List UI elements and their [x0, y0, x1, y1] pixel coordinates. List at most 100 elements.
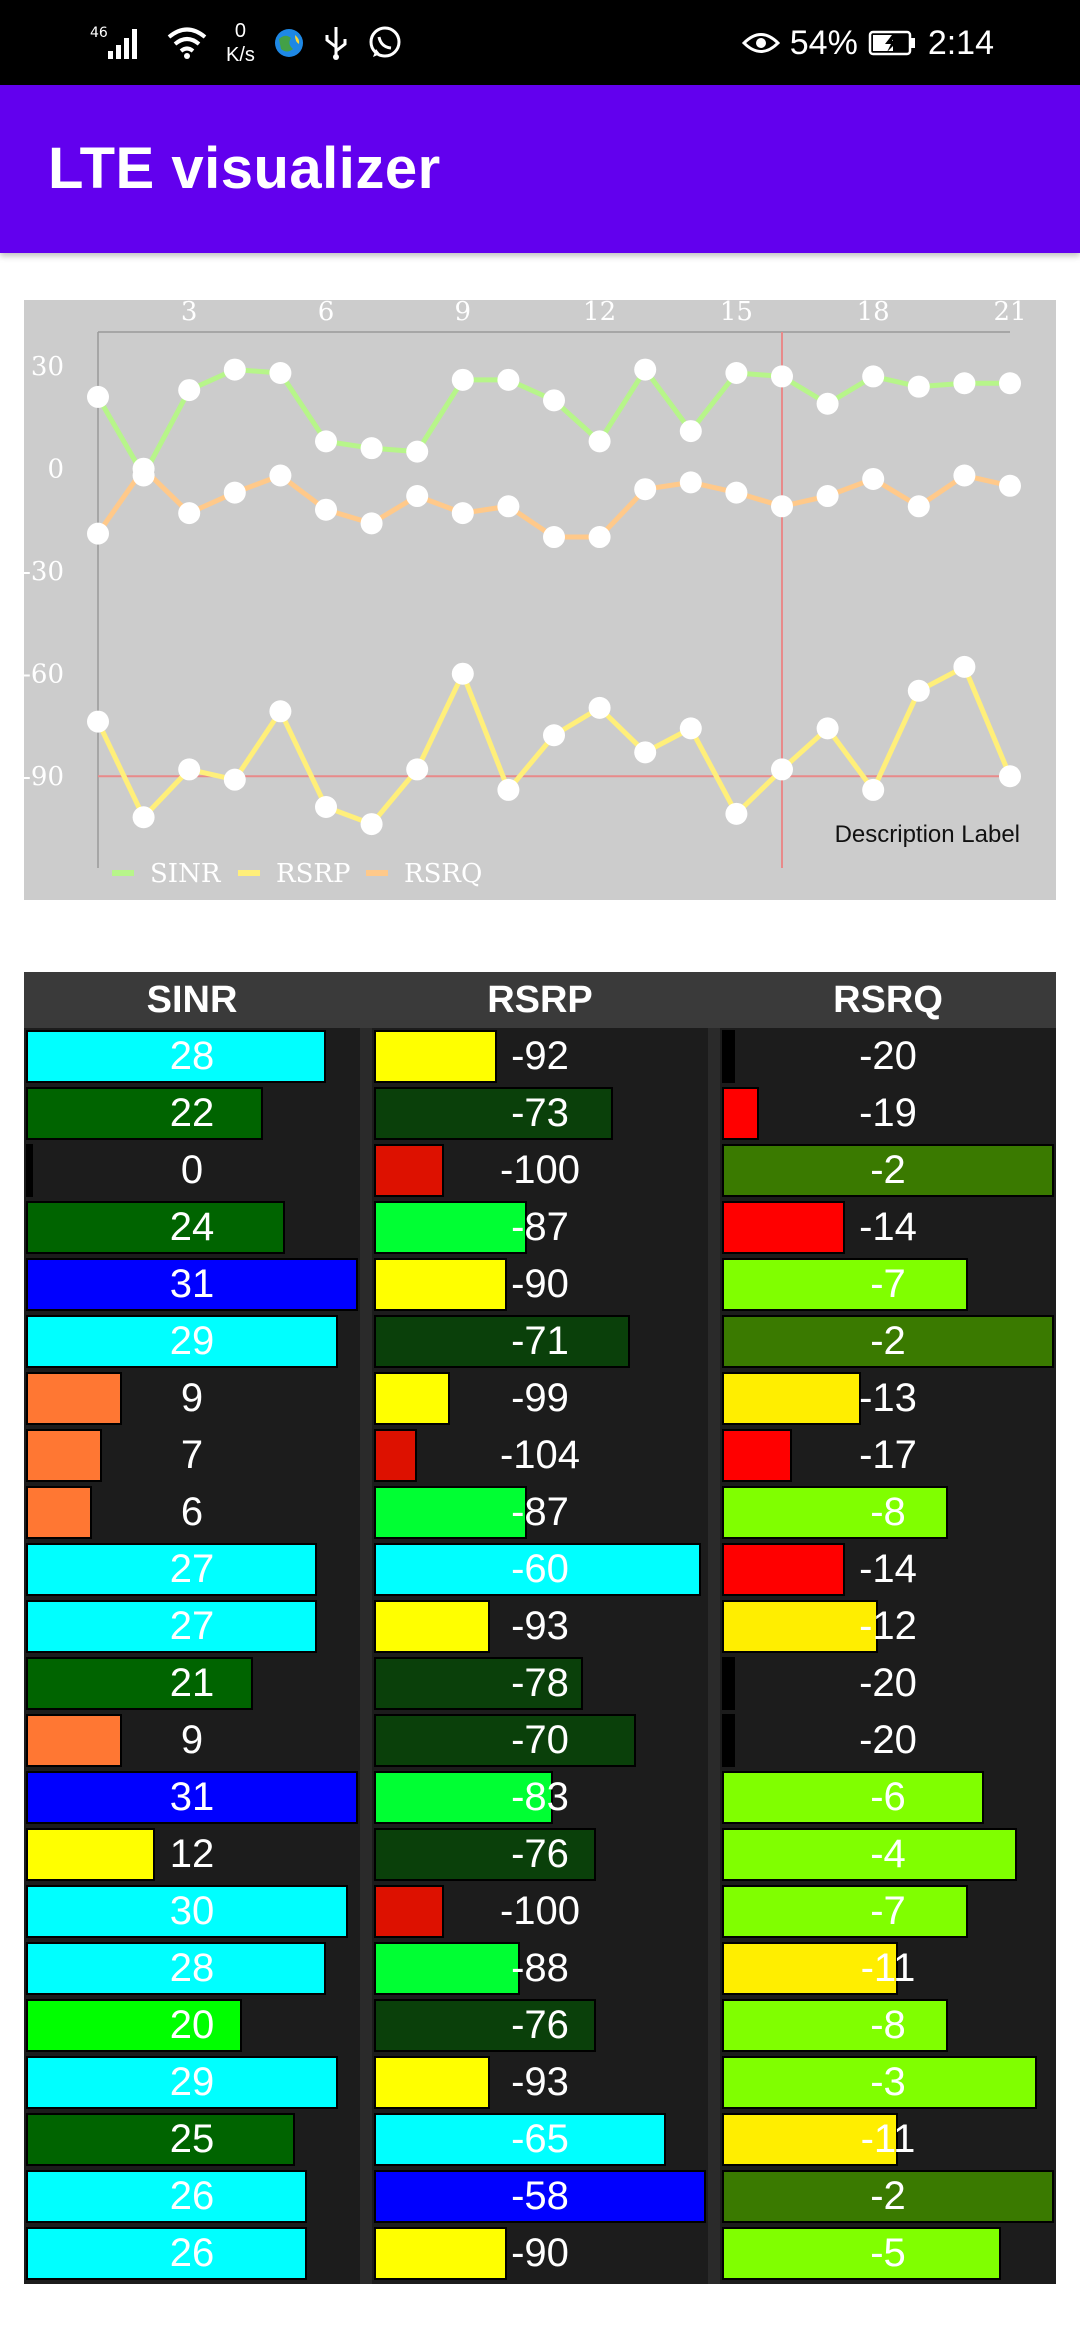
value-text: 29: [169, 1319, 215, 1363]
table-cell-rsrq: -3: [720, 2054, 1056, 2111]
table-cell-rsrp: -73: [372, 1085, 708, 1142]
chart-canvas[interactable]: 3 6 9 12 15 18 21 30 0 -30 -60 -90 Description Label…: [24, 300, 1056, 900]
value-text: -93: [511, 2060, 569, 2104]
table-cell-rsrp: -90: [372, 1256, 708, 1313]
value-text: -19: [859, 1091, 917, 1135]
app-globe-icon: [273, 27, 305, 59]
value-bar: [374, 1429, 417, 1482]
table-header: SINR RSRP RSRQ: [24, 972, 1056, 1028]
y-tick-label: -30: [24, 557, 64, 587]
app-bar: LTE visualizer: [0, 85, 1080, 253]
value-bar: [722, 1144, 1054, 1197]
data-point-rsrq: [360, 512, 383, 535]
data-point-rsrq: [907, 495, 930, 518]
value-text: 0: [180, 1148, 204, 1192]
value-bar: [374, 1828, 596, 1881]
data-point-sinr: [451, 368, 474, 391]
value-text: -76: [511, 1832, 569, 1876]
value-text: -99: [511, 1376, 569, 1420]
table-cell-rsrp: -78: [372, 1655, 708, 1712]
x-tick-label: 3: [181, 300, 198, 327]
description-label: Description Label: [835, 821, 1020, 848]
table-cell-sinr: 27: [24, 1598, 360, 1655]
data-point-rsrp: [862, 778, 885, 801]
column-sinr: 28 22 0 24 31 29 9 7 6 27 27 21 9 31 12 30 28 20 29 25 26 26: [24, 1028, 360, 2284]
status-bar-left: 46 0 K/s: [88, 14, 403, 72]
table-cell-rsrp: -60: [372, 1541, 708, 1598]
table-cell-rsrp: -104: [372, 1427, 708, 1484]
data-point-sinr: [223, 358, 246, 381]
header-rsrp: RSRP: [487, 979, 593, 1021]
data-point-rsrq: [771, 495, 793, 518]
data-point-rsrq: [999, 474, 1021, 497]
table-cell-rsrq: -7: [720, 1256, 1056, 1313]
data-point-sinr: [178, 379, 201, 402]
value-bar: [374, 1999, 596, 2052]
data-point-sinr: [269, 362, 292, 385]
table-cell-rsrq: -13: [720, 1370, 1056, 1427]
value-text: -7: [870, 1262, 906, 1306]
data-point-rsrp: [87, 710, 109, 733]
header-rsrq: RSRQ: [833, 979, 943, 1021]
data-point-rsrp: [588, 696, 611, 719]
y-tick-label: -90: [24, 762, 64, 792]
x-tick-label: 18: [857, 300, 890, 327]
table-cell-rsrp: -88: [372, 1940, 708, 1997]
table-cell-rsrq: -20: [720, 1028, 1056, 1085]
data-point-sinr: [679, 420, 702, 443]
net-speed-unit: K/s: [226, 44, 255, 66]
table-cell-rsrp: -100: [372, 1883, 708, 1940]
data-point-rsrp: [771, 758, 793, 781]
value-bar: [374, 1087, 613, 1140]
status-bar: 46 0 K/s: [0, 0, 1080, 85]
value-text: -13: [859, 1376, 917, 1420]
value-bar: [374, 1657, 583, 1710]
x-tick-label: 15: [720, 300, 753, 327]
value-bar: [26, 1144, 33, 1197]
value-bar: [722, 1429, 792, 1482]
value-bar: [722, 2170, 1054, 2223]
table-cell-sinr: 29: [24, 2054, 360, 2111]
value-text: 20: [169, 2003, 215, 2047]
table-cell-sinr: 24: [24, 1199, 360, 1256]
data-point-rsrq: [178, 502, 201, 525]
x-tick-label: 12: [583, 300, 616, 327]
value-text: -92: [511, 1034, 569, 1078]
value-bar: [26, 1486, 92, 1539]
x-tick-label: 21: [993, 300, 1026, 327]
data-point-rsrq: [497, 495, 520, 518]
data-point-rsrp: [679, 717, 702, 740]
whatsapp-icon: [367, 25, 403, 61]
value-bar: [26, 2170, 307, 2223]
table-cell-rsrp: -83: [372, 1769, 708, 1826]
data-point-sinr: [953, 372, 976, 395]
value-text: -2: [870, 1319, 906, 1363]
value-bar: [26, 1657, 253, 1710]
table-cell-rsrq: -2: [720, 1313, 1056, 1370]
y-tick-label: 0: [47, 455, 64, 485]
value-bar: [374, 1714, 636, 1767]
data-point-rsrp: [406, 758, 429, 781]
x-tick-label: 6: [318, 300, 335, 327]
table-cell-sinr: 29: [24, 1313, 360, 1370]
value-bar: [722, 1771, 984, 1824]
net-speed-value: 0: [234, 20, 247, 42]
table-cell-rsrp: -71: [372, 1313, 708, 1370]
data-point-sinr: [87, 385, 109, 408]
data-point-rsrp: [315, 795, 337, 818]
data-point-rsrq: [223, 481, 246, 504]
line-chart[interactable]: 3 6 9 12 15 18 21 30 0 -30 -60 -90 Description Label…: [24, 300, 1056, 900]
value-text: -90: [511, 2231, 569, 2275]
eye-comfort-icon: [741, 28, 780, 58]
data-point-rsrq: [634, 478, 657, 501]
net-speed: 0 K/s: [226, 19, 255, 67]
data-point-rsrq: [451, 502, 474, 525]
y-tick-label: 30: [31, 352, 64, 382]
table-cell-rsrp: -93: [372, 2054, 708, 2111]
legend-label-sinr: SINR: [150, 859, 222, 889]
table-cell-rsrp: -99: [372, 1370, 708, 1427]
data-point-rsrp: [725, 802, 748, 825]
data-point-rsrq: [953, 464, 976, 487]
value-bar: [26, 1087, 263, 1140]
table-cell-rsrq: -11: [720, 1940, 1056, 1997]
